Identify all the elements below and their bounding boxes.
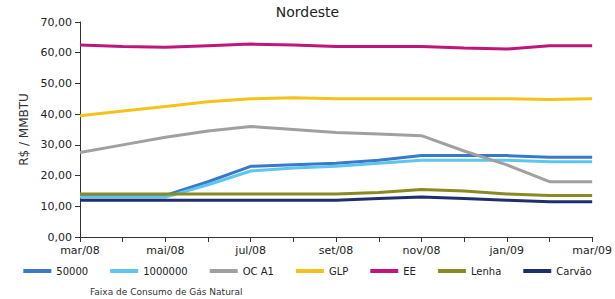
svg-text:R$ / MMBTU: R$ / MMBTU xyxy=(17,93,31,166)
svg-text:70,00: 70,00 xyxy=(41,16,73,29)
svg-text:set/08: set/08 xyxy=(319,244,354,257)
svg-text:50,00: 50,00 xyxy=(41,77,73,90)
svg-text:30,00: 30,00 xyxy=(41,138,73,151)
svg-text:mai/08: mai/08 xyxy=(146,244,184,257)
svg-text:10,00: 10,00 xyxy=(41,200,73,213)
svg-text:20,00: 20,00 xyxy=(41,169,73,182)
svg-text:Nordeste: Nordeste xyxy=(276,4,339,20)
svg-text:mar/09: mar/09 xyxy=(572,244,612,257)
svg-text:GLP: GLP xyxy=(329,266,348,277)
svg-text:EE: EE xyxy=(403,266,416,277)
svg-text:jul/08: jul/08 xyxy=(234,244,266,257)
svg-text:1000000: 1000000 xyxy=(143,266,188,277)
svg-text:50000: 50000 xyxy=(56,266,88,277)
svg-text:OC A1: OC A1 xyxy=(243,266,274,277)
svg-text:60,00: 60,00 xyxy=(41,46,73,59)
svg-text:40,00: 40,00 xyxy=(41,108,73,121)
svg-text:Faixa de Consumo de Gás Natura: Faixa de Consumo de Gás Natural xyxy=(90,287,243,297)
svg-text:jan/09: jan/09 xyxy=(489,244,524,257)
svg-text:nov/08: nov/08 xyxy=(402,244,440,257)
svg-text:Carvão: Carvão xyxy=(556,266,591,277)
svg-text:mar/08: mar/08 xyxy=(60,244,100,257)
svg-text:Lenha: Lenha xyxy=(471,266,501,277)
svg-text:0,00: 0,00 xyxy=(48,231,73,244)
